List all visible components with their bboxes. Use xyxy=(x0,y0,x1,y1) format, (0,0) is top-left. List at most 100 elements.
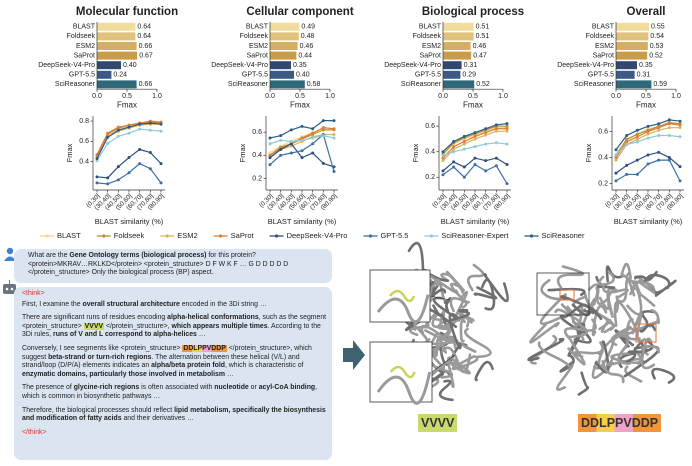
value-label: 0.46 xyxy=(473,43,487,50)
point xyxy=(321,126,325,130)
protein-ribbon xyxy=(625,350,647,364)
answer-bubble: <think> First, I examine the overall stru… xyxy=(14,287,332,460)
protein-ribbon xyxy=(567,338,586,366)
point xyxy=(138,122,142,126)
point xyxy=(667,156,671,160)
point xyxy=(321,134,325,138)
legend-marker xyxy=(165,234,169,238)
value-label: 0.49 xyxy=(301,24,315,31)
point xyxy=(462,142,466,146)
category-label: BLAST xyxy=(592,24,615,31)
bar xyxy=(270,61,291,70)
x-axis-label: BLAST similarity (%) xyxy=(614,217,683,226)
chart-title: Molecular function xyxy=(76,6,178,18)
protein-ribbon xyxy=(566,322,588,339)
point xyxy=(321,161,325,165)
category-label: SaProt xyxy=(593,52,614,59)
point xyxy=(505,122,509,126)
point xyxy=(678,126,682,130)
value-label: 0.64 xyxy=(137,24,151,31)
think-open: <think> xyxy=(22,290,45,297)
point xyxy=(657,128,661,132)
x-tick-label: 1.0 xyxy=(325,93,335,100)
value-label: 0.31 xyxy=(464,62,478,69)
point xyxy=(452,145,456,149)
protein-ribbon xyxy=(598,288,616,311)
point xyxy=(452,165,456,169)
point xyxy=(646,124,650,128)
bar xyxy=(616,80,652,89)
protein-ribbon xyxy=(430,363,454,379)
category-label: DeepSeek-V4-Pro xyxy=(211,62,268,69)
category-label: GPT-5.5 xyxy=(588,72,614,79)
value-label: 0.51 xyxy=(476,33,490,40)
protein-ribbon xyxy=(577,371,590,396)
inset-ribbon xyxy=(376,294,430,324)
bold-text: glycine-rich regions xyxy=(73,384,140,392)
category-label: BLAST xyxy=(419,24,442,31)
x-tick-label: 0.0 xyxy=(92,93,102,100)
bar xyxy=(97,70,112,79)
protein-ribbon xyxy=(556,265,585,289)
category-label: DeepSeek-V4-Pro xyxy=(384,62,441,69)
point xyxy=(505,127,509,131)
point xyxy=(473,156,477,160)
text: First, I examine the xyxy=(22,300,83,308)
bar xyxy=(443,70,461,79)
category-label: SciReasoner xyxy=(55,81,96,88)
text: </protein_structure>, xyxy=(104,322,172,330)
point xyxy=(614,153,618,157)
text: or xyxy=(248,384,259,392)
protein-ribbon xyxy=(537,341,571,368)
connector xyxy=(429,295,451,301)
point xyxy=(116,178,120,182)
legend-marker xyxy=(429,234,433,238)
x-tick-label: 1.0 xyxy=(498,93,508,100)
text: , which is characteristic of xyxy=(224,362,304,370)
bar xyxy=(443,61,462,70)
text: … xyxy=(224,370,234,378)
category-label: GPT-5.5 xyxy=(242,72,268,79)
paragraph: Conversely, I see segments like <protein… xyxy=(22,344,327,379)
region-box xyxy=(559,289,575,301)
y-tick-label: 0.4 xyxy=(252,152,262,159)
protein-ribbon xyxy=(431,312,451,338)
chart-title: Biological process xyxy=(422,6,524,18)
category-label: ESM2 xyxy=(249,43,268,50)
legend-label: SciReasoner xyxy=(542,231,585,240)
point xyxy=(289,142,293,146)
value-label: 0.35 xyxy=(293,62,307,69)
protein-ribbon xyxy=(437,319,452,343)
x-axis-label: BLAST similarity (%) xyxy=(441,217,510,226)
x-axis-label: Fmax xyxy=(290,100,310,109)
text: What are the xyxy=(28,252,70,259)
legend-label: SciReasoner-Expert xyxy=(441,231,509,240)
bar xyxy=(443,32,474,41)
value-label: 0.24 xyxy=(113,72,127,79)
point xyxy=(441,154,445,158)
point xyxy=(646,162,650,166)
point xyxy=(268,136,272,140)
bot-icon xyxy=(3,284,16,294)
protein-ribbon xyxy=(451,354,479,371)
point xyxy=(484,127,488,131)
bar xyxy=(97,32,136,41)
y-tick-label: 0.6 xyxy=(598,128,608,135)
point xyxy=(300,149,304,153)
point xyxy=(332,136,336,140)
point xyxy=(635,137,639,141)
point xyxy=(678,135,682,139)
point xyxy=(614,148,618,152)
bold-text: Gene Ontology terms (biological process) xyxy=(69,252,207,259)
bar xyxy=(616,61,637,70)
region-box xyxy=(635,323,657,343)
protein-ribbon xyxy=(651,367,676,384)
point xyxy=(494,123,498,127)
legend-marker xyxy=(219,234,223,238)
point xyxy=(484,169,488,173)
point xyxy=(159,129,163,133)
point xyxy=(462,134,466,138)
bold-text: lipid metabolism, specifically the biosy… xyxy=(22,406,326,423)
text: for this protein? xyxy=(206,252,256,259)
category-label: GPT-5.5 xyxy=(69,72,95,79)
